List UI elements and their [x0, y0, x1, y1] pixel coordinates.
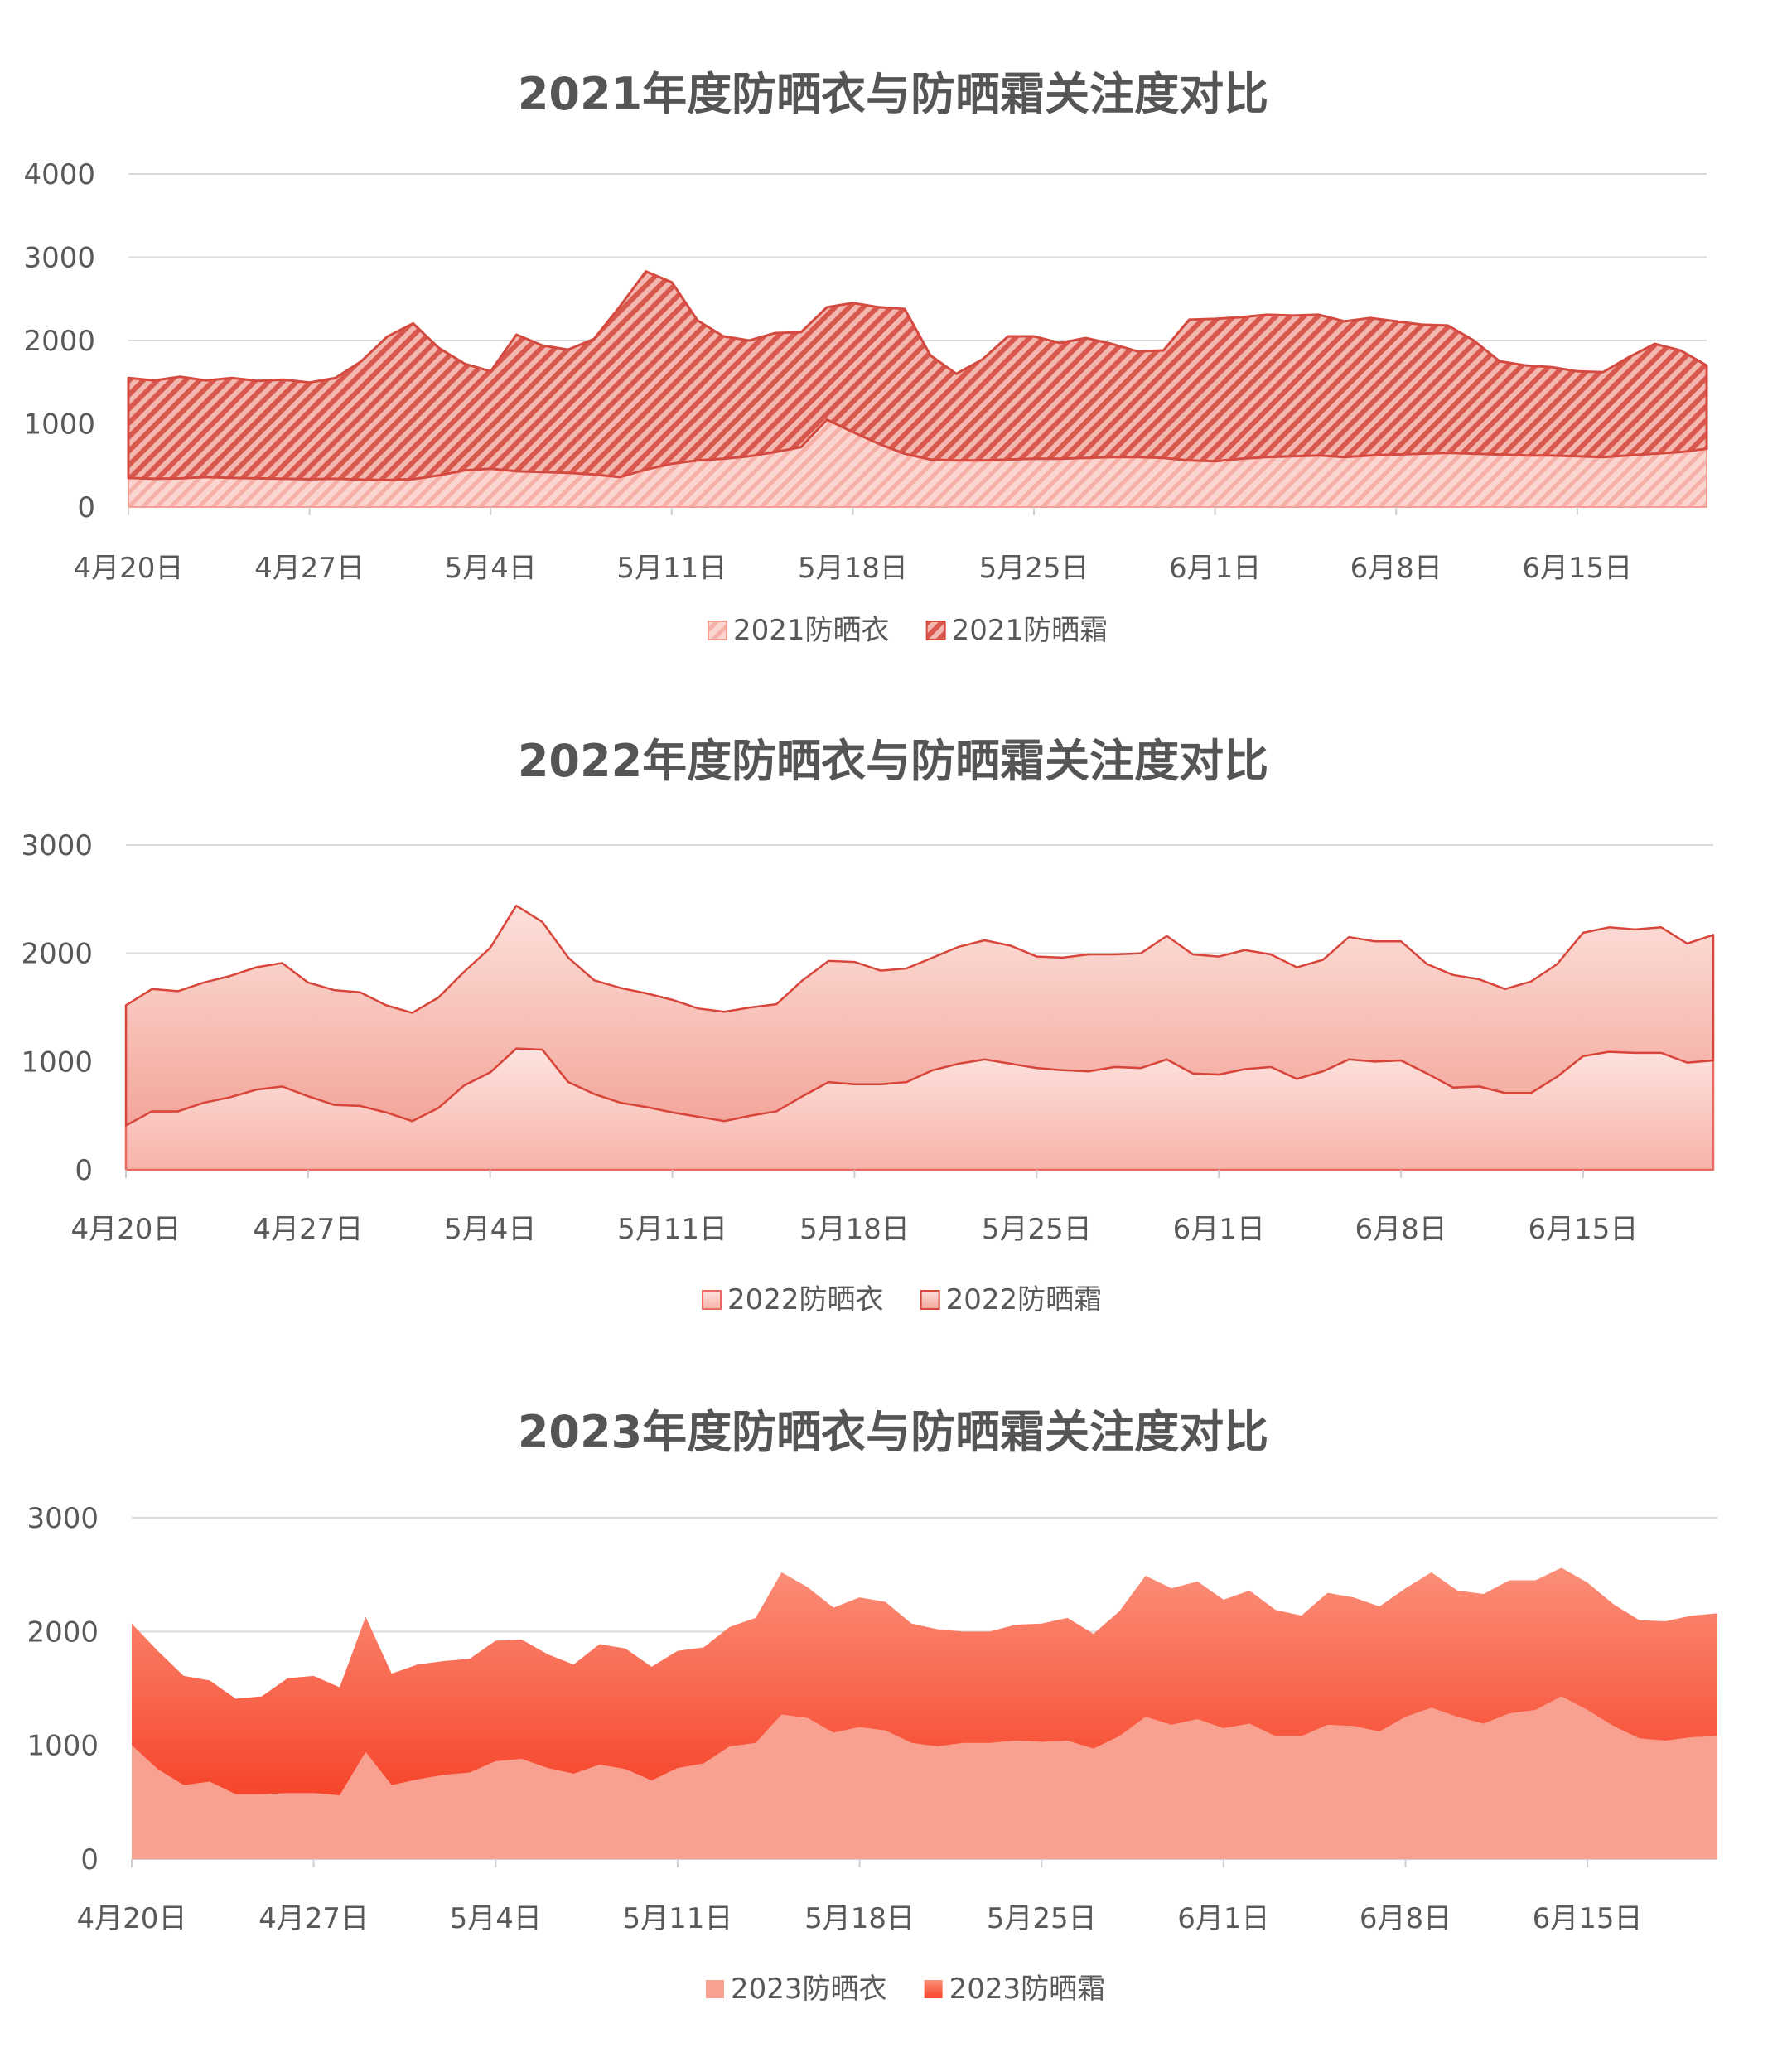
- y-tick-label: 3000: [21, 829, 93, 862]
- legend-swatch: [708, 621, 727, 640]
- y-tick-label: 1000: [27, 1730, 99, 1763]
- legend-label: 2021防晒衣: [733, 614, 890, 647]
- x-tick-label: 4月20日: [74, 552, 184, 585]
- x-tick-label: 6月1日: [1177, 1902, 1269, 1935]
- y-tick-label: 2000: [23, 325, 95, 358]
- area-series-2: [127, 270, 1708, 481]
- x-tick-label: 6月15日: [1528, 1213, 1638, 1246]
- legend-label: 2022防晒霜: [946, 1283, 1103, 1316]
- x-tick-label: 5月11日: [617, 1213, 727, 1246]
- x-tick-label: 5月18日: [804, 1902, 915, 1935]
- area-series-2: [132, 1567, 1717, 1796]
- chart-2021: 2021年度防晒衣与防晒霜关注度对比 0 1000 2000 3000 4000 4月2…: [23, 68, 1708, 647]
- x-tick-label: 4月20日: [77, 1902, 187, 1935]
- x-tick-label: 5月4日: [445, 552, 537, 585]
- legend-swatch: [920, 1290, 940, 1310]
- y-tick-label: 1000: [23, 408, 95, 442]
- x-tick-label: 5月4日: [450, 1902, 542, 1935]
- x-tick-label: 5月11日: [622, 1902, 732, 1935]
- x-tick-label: 5月18日: [799, 1213, 910, 1246]
- area-series-2: [124, 904, 1715, 1127]
- legend-swatch: [925, 621, 946, 640]
- chart-2023: 2023年度防晒衣与防晒霜关注度对比 0 1000 2000 3000 4月20日 4月…: [27, 1406, 1717, 2006]
- legend-swatch: [924, 1980, 943, 1998]
- chart-2022: 2022年度防晒衣与防晒霜关注度对比 0 1000 2000 3000 4月20日 4月…: [21, 735, 1715, 1316]
- x-tick-label: 4月27日: [258, 1902, 369, 1935]
- x-tick-label: 4月27日: [253, 1213, 363, 1246]
- x-tick-label: 4月20日: [71, 1213, 181, 1246]
- x-tick-label: 5月25日: [982, 1213, 1092, 1246]
- x-tick-label: 6月8日: [1350, 552, 1442, 585]
- legend-swatch: [702, 1290, 722, 1310]
- x-tick-label: 4月27日: [254, 552, 365, 585]
- x-tick-label: 6月8日: [1360, 1902, 1451, 1935]
- x-tick-label: 5月11日: [616, 552, 727, 585]
- x-tick-label: 5月25日: [979, 552, 1089, 585]
- legend-swatch: [706, 1980, 724, 1998]
- y-tick-label: 2000: [27, 1616, 99, 1649]
- y-tick-label: 1000: [21, 1046, 93, 1079]
- legend-label: 2023防晒霜: [949, 1973, 1106, 2006]
- chart-title: 2023年度防晒衣与防晒霜关注度对比: [518, 1406, 1268, 1458]
- y-tick-label: 0: [75, 1154, 93, 1187]
- y-tick-label: 3000: [23, 242, 95, 275]
- x-tick-label: 6月1日: [1169, 552, 1261, 585]
- y-tick-label: 0: [80, 1843, 99, 1876]
- legend-label: 2023防晒衣: [731, 1973, 887, 2006]
- x-tick-label: 6月15日: [1522, 552, 1632, 585]
- chart-title: 2021年度防晒衣与防晒霜关注度对比: [518, 68, 1268, 120]
- y-tick-label: 3000: [27, 1502, 99, 1535]
- x-tick-label: 5月4日: [444, 1213, 536, 1246]
- x-tick-label: 6月1日: [1173, 1213, 1265, 1246]
- x-tick-label: 5月18日: [798, 552, 908, 585]
- chart-title: 2022年度防晒衣与防晒霜关注度对比: [518, 735, 1268, 787]
- legend-label: 2021防晒霜: [952, 614, 1108, 647]
- area-series-1: [132, 1696, 1717, 1859]
- y-tick-label: 0: [77, 491, 95, 524]
- x-tick-label: 6月8日: [1355, 1213, 1447, 1246]
- y-tick-label: 4000: [23, 158, 95, 191]
- y-tick-label: 2000: [21, 938, 93, 971]
- x-tick-label: 6月15日: [1533, 1902, 1643, 1935]
- x-tick-label: 5月25日: [987, 1902, 1097, 1935]
- legend-label: 2022防晒衣: [727, 1283, 884, 1316]
